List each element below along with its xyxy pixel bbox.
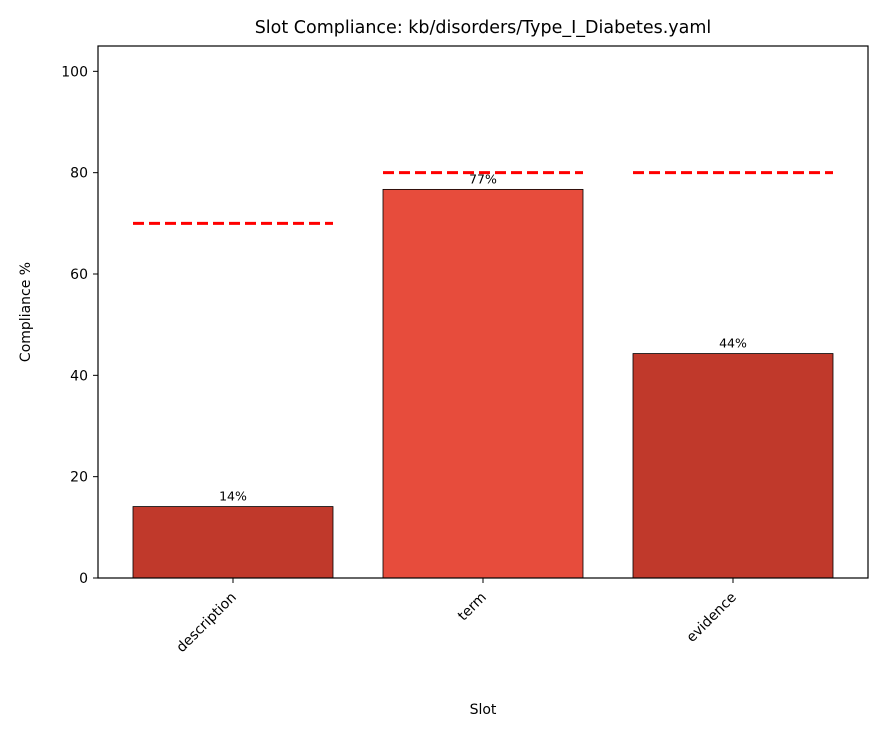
y-tick-label-80: 80 <box>70 166 88 182</box>
data-label-description: 14% <box>219 489 247 504</box>
y-tick-label-60: 60 <box>70 267 88 283</box>
plot-frame <box>97 45 869 579</box>
x-axis-label: Slot <box>470 702 497 718</box>
bar-description <box>132 506 334 579</box>
chart-title: Slot Compliance: kb/disorders/Type_I_Dia… <box>255 18 712 38</box>
y-tick-label-20: 20 <box>70 470 88 486</box>
y-tick-label-100: 100 <box>61 64 88 80</box>
y-axis-label: Compliance % <box>18 262 34 362</box>
bar-term <box>382 188 584 579</box>
y-tick-label-0: 0 <box>79 571 88 587</box>
bar-evidence <box>632 353 834 579</box>
x-tick-label-description: description <box>173 590 239 656</box>
data-label-term: 77% <box>469 171 497 186</box>
y-tick-label-40: 40 <box>70 368 88 384</box>
data-label-evidence: 44% <box>719 336 747 351</box>
x-tick-label-evidence: evidence <box>684 590 740 646</box>
x-tick-label-term: term <box>455 590 490 625</box>
